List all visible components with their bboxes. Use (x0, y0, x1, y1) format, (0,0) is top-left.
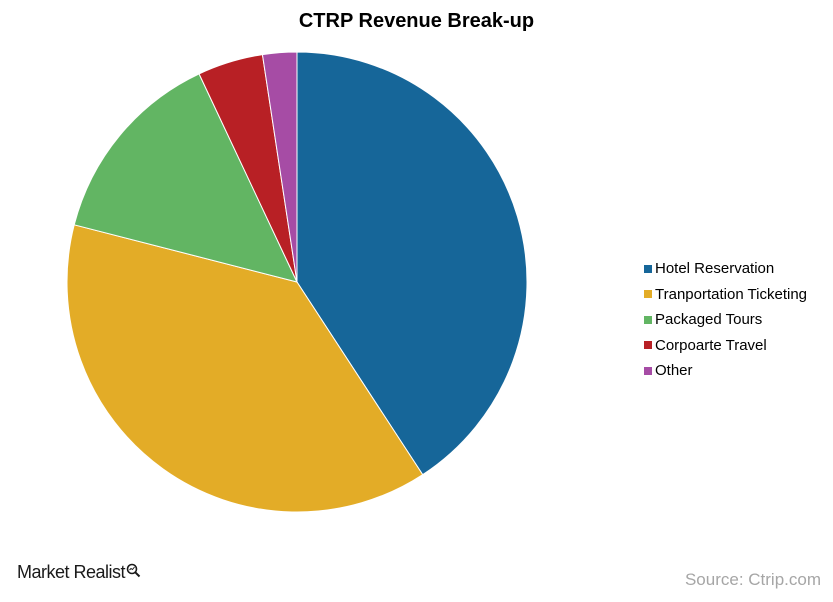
legend-swatch (644, 290, 652, 299)
source-note: Source: Ctrip.com (684, 570, 821, 589)
pie-slices (66, 51, 528, 513)
legend-item: Other (644, 358, 829, 384)
legend-item: Tranportation Ticketing (644, 282, 829, 308)
legend-swatch (644, 341, 652, 350)
brand-name: Market Realist (17, 562, 126, 582)
brand-logo: Market Realist (17, 562, 141, 583)
legend-item: Packaged Tours (644, 307, 829, 333)
legend-item: Hotel Reservation (644, 256, 829, 282)
legend-label: Packaged Tours (655, 311, 763, 329)
legend-swatch (644, 315, 652, 324)
pie-slice-tranportation-ticketing (66, 224, 424, 513)
legend-label: Hotel Reservation (655, 260, 775, 278)
legend-label: Tranportation Ticketing (655, 285, 808, 303)
pie-slice-other (261, 51, 298, 283)
legend-swatch (644, 366, 652, 375)
legend: Hotel Reservation Tranportation Ticketing… (644, 256, 829, 384)
legend-label: Corpoarte Travel (655, 336, 767, 354)
pie-slice-hotel-reservation (296, 51, 528, 476)
legend-item: Corpoarte Travel (644, 333, 829, 359)
magnifier-icon (126, 562, 141, 583)
legend-label: Other (655, 362, 693, 380)
legend-swatch (644, 264, 652, 273)
pie-slice-packaged-tours (73, 73, 298, 283)
chart-title: CTRP Revenue Break-up (298, 10, 535, 32)
